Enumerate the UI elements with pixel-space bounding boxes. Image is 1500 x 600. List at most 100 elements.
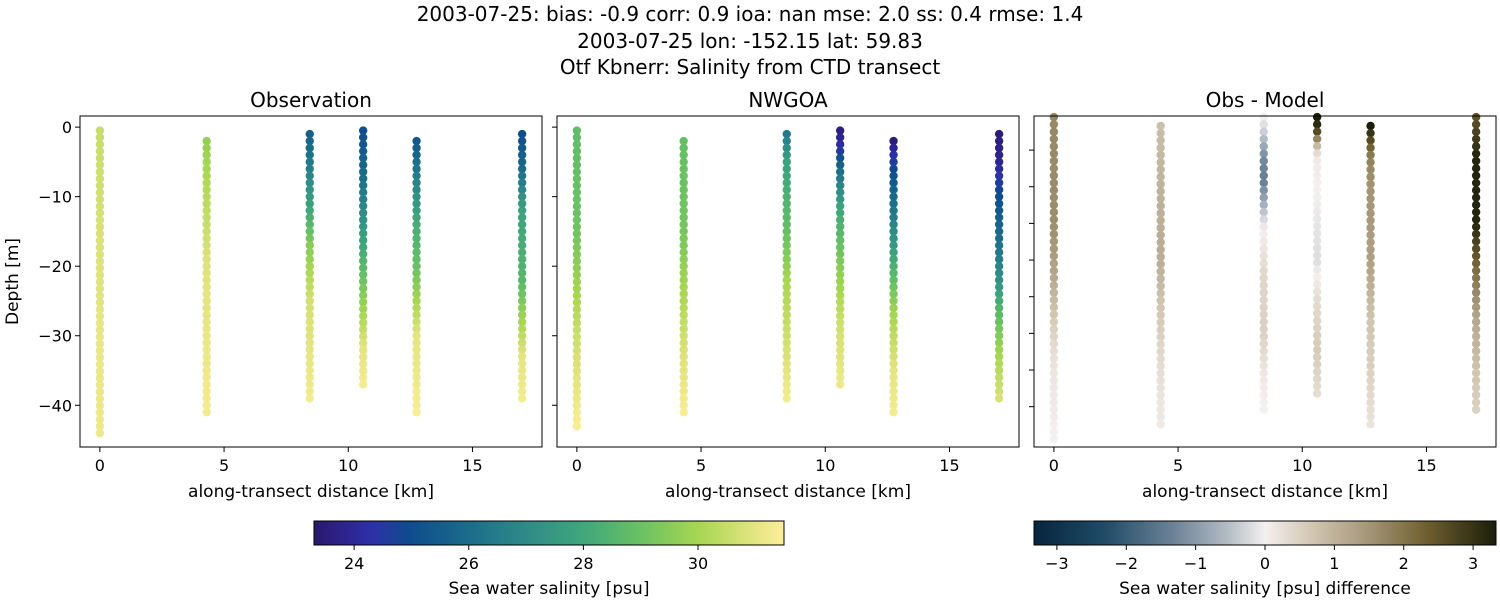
data-point-cast-4	[358, 153, 368, 163]
data-point-cast-1	[95, 236, 105, 245]
data-point-cast-3	[305, 129, 314, 139]
data-point-cast-2	[202, 220, 211, 229]
data-point-cast-5	[1366, 194, 1375, 203]
x-tick-label: 15	[1416, 456, 1436, 475]
data-point-cast-2	[1156, 121, 1165, 131]
data-point-cast-3	[1259, 186, 1268, 195]
data-point-cast-4	[835, 345, 845, 355]
data-point-cast-2	[202, 289, 211, 299]
data-point-cast-6	[1471, 346, 1481, 356]
data-point-cast-2	[679, 366, 688, 375]
data-point-cast-3	[1259, 266, 1268, 275]
data-point-cast-5	[1366, 128, 1375, 138]
data-point-cast-4	[835, 236, 845, 245]
suptitle-line-1: 2003-07-25: bias: -0.9 corr: 0.9 ioa: na…	[416, 2, 1084, 26]
data-point-cast-5	[412, 380, 421, 389]
data-point-cast-1	[95, 394, 105, 403]
data-point-cast-5	[1366, 420, 1375, 429]
data-point-cast-5	[412, 352, 421, 361]
data-point-cast-5	[889, 289, 898, 299]
data-point-cast-1	[95, 339, 105, 348]
data-point-cast-6	[994, 157, 1004, 167]
data-point-cast-4	[1312, 316, 1322, 325]
data-point-cast-5	[412, 366, 421, 375]
data-point-cast-1	[1049, 193, 1059, 202]
data-point-cast-1	[95, 222, 105, 232]
data-point-cast-4	[358, 140, 368, 149]
data-point-cast-2	[679, 241, 688, 250]
data-point-cast-4	[358, 167, 368, 176]
data-point-cast-1	[572, 167, 582, 177]
data-point-cast-2	[202, 234, 211, 243]
data-point-cast-1	[1049, 361, 1059, 370]
y-axis-label: Depth [m]	[3, 238, 23, 325]
data-point-cast-4	[835, 380, 845, 389]
data-point-cast-4	[358, 339, 368, 348]
data-point-cast-4	[1312, 272, 1322, 282]
data-point-cast-6	[517, 164, 527, 174]
data-point-cast-2	[679, 136, 688, 146]
x-tick-label: 10	[1292, 456, 1312, 475]
data-point-cast-3	[305, 241, 314, 250]
data-point-cast-6	[1471, 178, 1481, 188]
data-point-cast-2	[679, 178, 688, 187]
data-point-cast-4	[835, 284, 845, 293]
x-tick-label: 0	[1049, 456, 1059, 475]
data-point-cast-3	[782, 150, 791, 160]
data-point-cast-5	[1366, 216, 1375, 225]
data-point-cast-3	[1259, 405, 1268, 414]
data-point-cast-6	[517, 129, 527, 139]
data-point-cast-3	[782, 220, 791, 229]
data-point-cast-6	[994, 275, 1004, 285]
data-point-cast-5	[889, 296, 898, 306]
data-point-cast-2	[1156, 340, 1165, 349]
data-point-cast-5	[1366, 165, 1375, 174]
data-point-cast-3	[782, 262, 791, 271]
data-point-cast-4	[1312, 163, 1322, 173]
data-point-cast-6	[1471, 288, 1481, 297]
data-point-cast-3	[782, 345, 791, 354]
data-point-cast-1	[1049, 156, 1059, 166]
data-point-cast-2	[679, 157, 688, 167]
data-point-cast-3	[1259, 193, 1268, 202]
data-point-cast-3	[1259, 398, 1268, 407]
data-point-cast-1	[95, 284, 105, 293]
data-point-cast-3	[305, 387, 314, 396]
data-point-cast-6	[994, 192, 1004, 201]
data-point-cast-4	[1312, 120, 1322, 129]
data-point-cast-6	[994, 331, 1004, 340]
data-point-cast-1	[95, 243, 105, 252]
data-point-cast-6	[1471, 281, 1481, 290]
data-point-cast-6	[994, 206, 1004, 215]
data-point-cast-6	[994, 282, 1004, 292]
data-point-cast-5	[412, 359, 421, 368]
data-point-cast-3	[1259, 244, 1268, 253]
data-point-cast-6	[1471, 229, 1481, 239]
data-point-cast-6	[517, 310, 527, 320]
data-point-cast-3	[1259, 171, 1268, 180]
data-point-cast-6	[1471, 149, 1481, 158]
data-point-cast-4	[1312, 200, 1322, 209]
data-point-cast-3	[782, 157, 791, 167]
data-point-cast-5	[889, 352, 898, 361]
data-point-cast-1	[95, 360, 105, 369]
data-point-cast-5	[1366, 318, 1375, 327]
data-point-cast-2	[679, 143, 688, 153]
data-point-cast-4	[358, 304, 368, 314]
data-point-cast-4	[835, 208, 845, 218]
data-point-cast-4	[1312, 221, 1322, 231]
data-point-cast-6	[1471, 354, 1481, 363]
data-point-cast-6	[517, 282, 527, 292]
data-point-cast-5	[1366, 303, 1375, 313]
data-point-cast-1	[572, 360, 582, 369]
data-point-cast-5	[889, 185, 898, 194]
data-point-cast-6	[994, 373, 1004, 382]
data-point-cast-4	[358, 243, 368, 252]
data-point-cast-5	[412, 255, 421, 264]
data-point-cast-1	[95, 167, 105, 177]
data-point-cast-5	[889, 171, 898, 181]
data-point-cast-4	[358, 318, 368, 327]
data-point-cast-1	[1049, 310, 1059, 319]
data-point-cast-5	[889, 387, 898, 396]
data-point-cast-5	[1366, 332, 1375, 342]
